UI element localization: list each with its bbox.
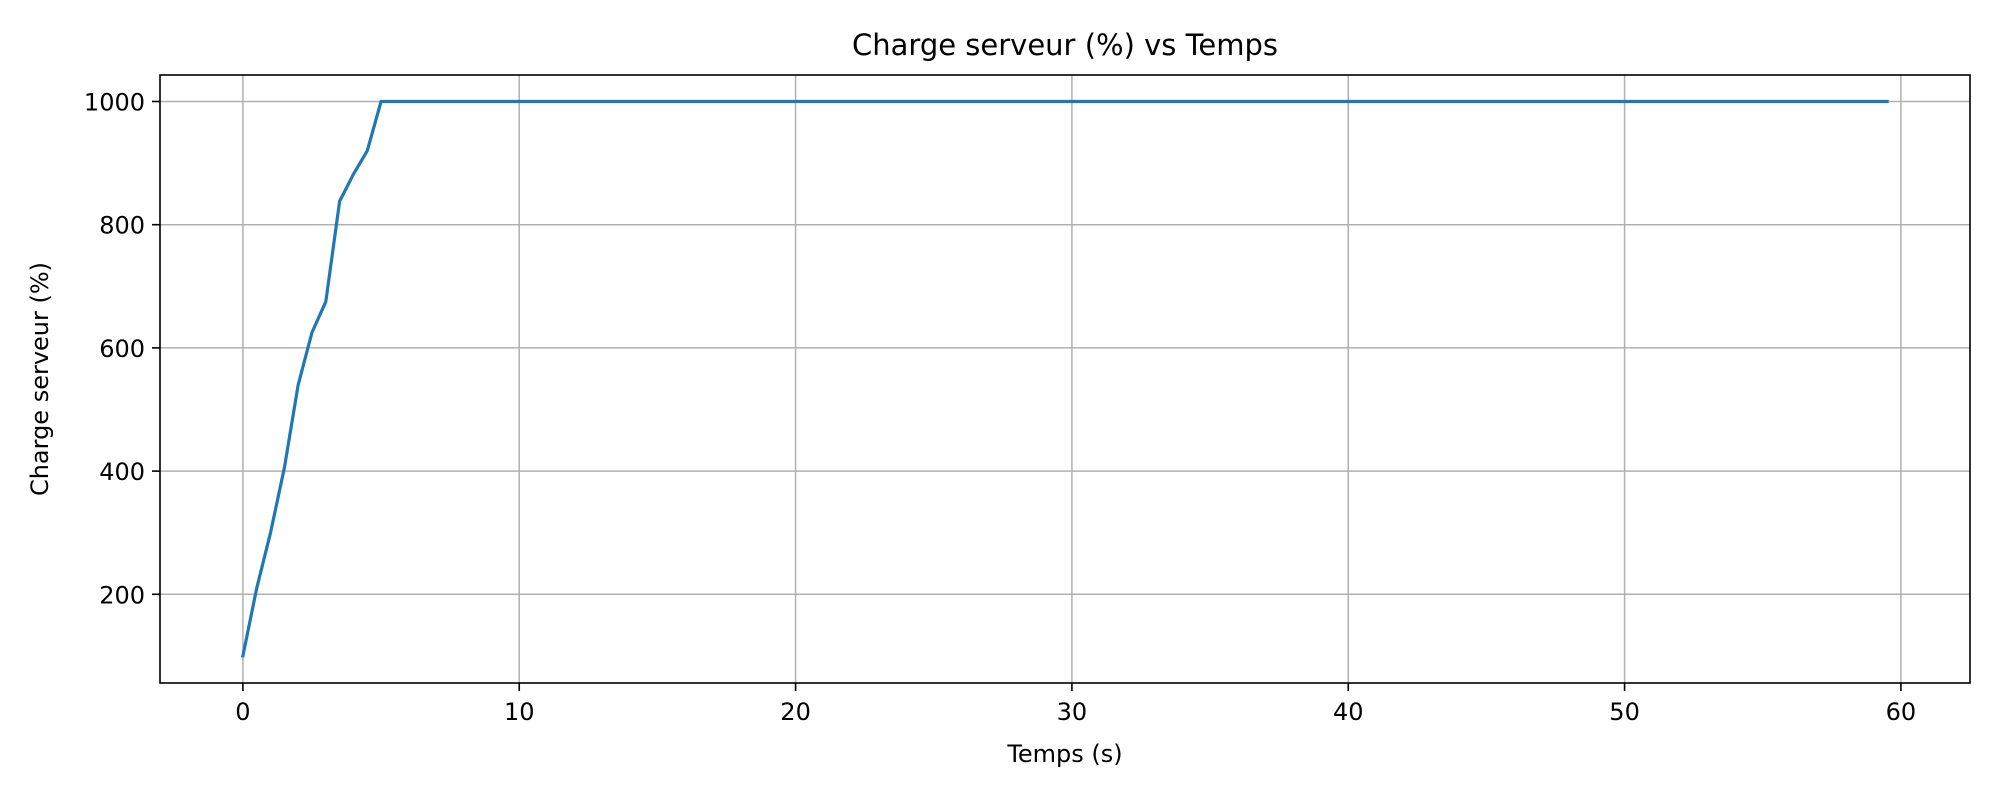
y-tick-label: 800 — [99, 212, 145, 240]
y-axis-label: Charge serveur (%) — [26, 262, 54, 496]
y-tick-label: 400 — [99, 458, 145, 486]
x-tick-label: 20 — [780, 698, 811, 726]
series-line — [241, 99, 1889, 658]
x-tick-label: 10 — [504, 698, 535, 726]
x-tick-label: 60 — [1886, 698, 1917, 726]
x-tick-label: 40 — [1333, 698, 1364, 726]
y-tick-label: 600 — [99, 335, 145, 363]
series-layer — [241, 99, 1889, 658]
x-tick-label: 0 — [235, 698, 250, 726]
plot-frame — [159, 74, 1971, 684]
y-tick-label: 200 — [99, 581, 145, 609]
y-tick-label: 1000 — [84, 88, 145, 116]
x-tick-label: 50 — [1609, 698, 1640, 726]
x-tick-label: 30 — [1057, 698, 1088, 726]
x-axis-label: Temps (s) — [1006, 740, 1122, 768]
grid-layer — [160, 75, 1970, 683]
tick-layer: 0 10 20 30 40 50 60 200 400 600 800 1000 — [84, 88, 1916, 726]
chart-title: Charge serveur (%) vs Temps — [852, 28, 1278, 62]
